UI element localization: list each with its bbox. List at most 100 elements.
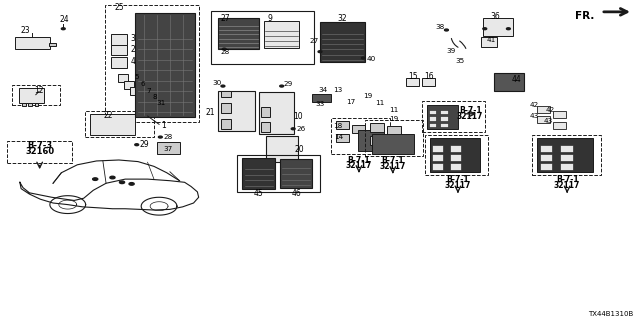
Text: 28: 28 (163, 134, 173, 140)
Bar (237, 155, 320, 193)
Bar (111, 57, 127, 68)
Text: 44: 44 (512, 75, 522, 84)
Circle shape (222, 48, 226, 50)
Bar (370, 136, 384, 145)
Bar (7, 141, 72, 163)
Bar (422, 101, 484, 132)
Bar (540, 163, 552, 170)
Text: 23: 23 (20, 26, 30, 35)
Text: 32117: 32117 (380, 162, 406, 171)
Bar (49, 43, 56, 46)
Bar (365, 120, 424, 156)
Bar (387, 139, 401, 148)
Text: 22: 22 (103, 111, 113, 120)
Bar (211, 11, 314, 64)
Bar (312, 94, 332, 102)
Bar (261, 123, 270, 132)
Bar (28, 103, 32, 107)
Bar (372, 134, 414, 154)
Text: 25: 25 (114, 3, 124, 12)
Text: 30: 30 (212, 80, 221, 86)
Bar (540, 154, 552, 161)
Text: 11: 11 (375, 100, 384, 106)
Bar (370, 123, 384, 132)
Text: 8: 8 (152, 94, 157, 100)
Text: 6: 6 (140, 81, 145, 87)
Text: B-7-1: B-7-1 (459, 106, 481, 115)
Bar (429, 110, 436, 115)
Text: 29: 29 (140, 140, 149, 149)
Text: 4: 4 (131, 57, 135, 66)
Bar (422, 78, 435, 86)
Bar (432, 163, 444, 170)
Bar (450, 145, 461, 152)
Text: 32117: 32117 (346, 161, 372, 170)
Text: 32160: 32160 (25, 147, 54, 156)
Text: 31: 31 (156, 100, 166, 106)
Bar (336, 121, 349, 129)
Bar (406, 78, 419, 86)
Bar (532, 134, 601, 175)
Bar (22, 103, 26, 107)
Text: 32: 32 (337, 14, 347, 23)
Text: B-7-1: B-7-1 (381, 156, 404, 165)
Text: 19: 19 (364, 93, 372, 99)
Text: 24: 24 (60, 15, 69, 24)
Bar (432, 145, 444, 152)
Bar (261, 108, 270, 117)
Text: B-7-1: B-7-1 (556, 175, 579, 184)
Bar (440, 116, 448, 121)
Bar (124, 81, 134, 89)
Bar (428, 105, 458, 129)
Bar (242, 158, 275, 189)
Circle shape (291, 128, 295, 130)
Text: 27: 27 (221, 14, 230, 23)
Bar (450, 154, 461, 161)
Bar (483, 18, 513, 36)
Bar (553, 122, 566, 129)
Bar (157, 141, 179, 154)
Bar (266, 136, 298, 162)
Text: B-7-3: B-7-3 (27, 141, 52, 150)
Bar (553, 111, 566, 118)
Text: 46: 46 (291, 188, 301, 198)
Circle shape (221, 85, 225, 87)
Circle shape (129, 183, 134, 185)
Text: 20: 20 (295, 145, 305, 154)
Circle shape (135, 144, 139, 146)
Bar (352, 125, 365, 133)
Text: 27: 27 (309, 37, 318, 44)
Bar (111, 45, 127, 55)
Text: 15: 15 (408, 72, 417, 81)
Text: 42: 42 (545, 107, 554, 113)
Text: 10: 10 (293, 112, 303, 121)
Text: FR.: FR. (575, 11, 595, 21)
Bar (118, 74, 129, 82)
Text: 43: 43 (544, 118, 553, 124)
Text: 17: 17 (346, 99, 355, 105)
Text: 16: 16 (424, 72, 433, 81)
Bar (493, 73, 524, 92)
Bar (35, 103, 38, 107)
Bar (15, 37, 50, 49)
Bar (358, 130, 384, 151)
Bar (259, 92, 294, 134)
Bar (218, 18, 259, 49)
Text: 40: 40 (367, 56, 376, 62)
Text: 36: 36 (491, 12, 500, 21)
Bar (560, 154, 573, 161)
Text: 26: 26 (296, 126, 305, 132)
Text: 2: 2 (131, 44, 135, 54)
Text: 21: 21 (206, 108, 215, 117)
Circle shape (159, 136, 163, 138)
Text: 18: 18 (333, 123, 342, 129)
Bar (387, 126, 401, 135)
Bar (221, 103, 230, 113)
Bar (264, 21, 299, 49)
Text: 13: 13 (333, 87, 342, 93)
Text: 19: 19 (389, 116, 398, 122)
Bar (130, 87, 140, 95)
Circle shape (61, 28, 65, 30)
Text: 35: 35 (456, 58, 465, 64)
Bar (336, 133, 349, 141)
